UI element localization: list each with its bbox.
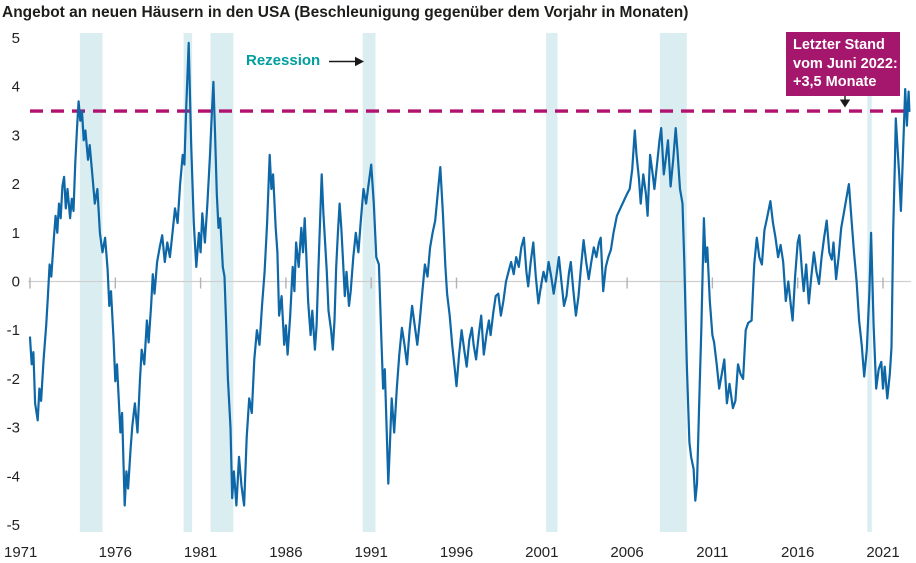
- x-tick-label: 2011: [696, 544, 728, 561]
- recession-band: [183, 33, 193, 532]
- y-tick-label: -4: [7, 468, 20, 485]
- chart-layers: 5 4 3 2 1 0 -1 -2 -3 -4 -5 1971 1976 1981 1986 1991 1996…: [4, 30, 911, 561]
- rezession-arrow-icon: [329, 56, 364, 67]
- recession-band: [79, 33, 103, 532]
- x-tick-label: 1996: [440, 544, 473, 561]
- y-tick-label: 2: [12, 176, 20, 193]
- x-tick-label: 2001: [525, 544, 558, 561]
- y-tick-label: -2: [7, 371, 20, 388]
- y-tick-label: 3: [12, 127, 20, 144]
- x-tick-label: 2016: [781, 544, 814, 561]
- x-tick-label: 2021: [866, 544, 899, 561]
- last-value-annotation: Letzter Stand vom Juni 2022: +3,5 Monate: [786, 32, 900, 96]
- x-tick-label: 1991: [355, 544, 388, 561]
- x-tick-label: 1986: [269, 544, 302, 561]
- x-tick-label: 1981: [184, 544, 217, 561]
- recession-label: Rezession: [246, 52, 321, 69]
- annotation-line-3: +3,5 Monate: [793, 74, 877, 91]
- annotation-line-2: vom Juni 2022:: [793, 55, 898, 72]
- y-tick-label: 5: [12, 30, 20, 47]
- annotation-line-1: Letzter Stand: [793, 37, 885, 53]
- y-tick-label: 1: [12, 225, 20, 242]
- y-tick-label: 4: [12, 79, 20, 96]
- x-tick-label: 1976: [99, 544, 132, 561]
- x-tick-label: 1971: [4, 544, 37, 561]
- data-line: [28, 41, 911, 507]
- y-tick-label: -5: [7, 517, 20, 534]
- recession-band: [659, 33, 687, 532]
- y-tick-label: 0: [12, 274, 20, 291]
- x-tick-label: 2006: [610, 544, 643, 561]
- chart-title: Angebot an neuen Häusern in den USA (Bes…: [2, 4, 689, 21]
- recession-band: [362, 33, 376, 532]
- y-tick-label: -1: [7, 322, 20, 339]
- y-tick-label: -3: [7, 420, 20, 437]
